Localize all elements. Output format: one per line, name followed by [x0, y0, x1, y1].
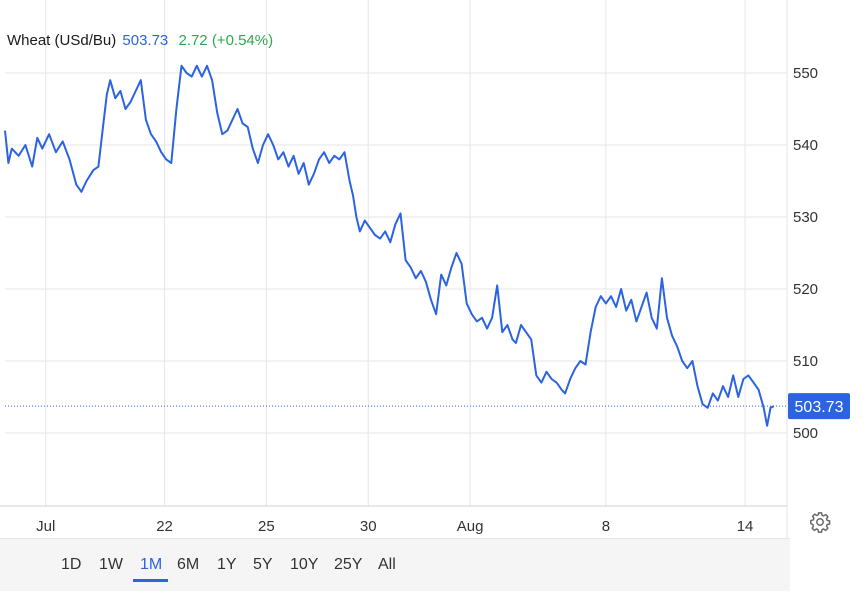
gear-icon[interactable] [809, 511, 831, 533]
y-tick-label: 520 [793, 281, 818, 298]
range-button-1w[interactable]: 1W [99, 556, 123, 573]
range-button-6m[interactable]: 6M [177, 556, 200, 573]
instrument-price: 503.73 [122, 32, 169, 49]
y-tick-label: 500 [793, 425, 818, 442]
last-price-tag-background [788, 393, 850, 420]
x-tick-label: Jul [36, 518, 55, 535]
y-axis: 500 510 520 530 540 550 [793, 65, 818, 442]
x-axis: Jul 22 25 30 Aug 8 14 [36, 518, 753, 535]
last-price-tag: 503.73 [788, 393, 850, 420]
x-tick-label: 14 [737, 518, 754, 535]
range-button-1d[interactable]: 1D [61, 556, 82, 573]
instrument-change: 2.72 (+0.54%) [178, 32, 274, 49]
range-button-5y[interactable]: 5Y [253, 556, 273, 573]
y-tick-label: 540 [793, 137, 818, 154]
x-tick-label: Aug [457, 518, 484, 535]
range-button-25y[interactable]: 25Y [334, 556, 363, 573]
range-selector: 1D 1W 1M 6M 1Y 5Y 10Y 25Y All [0, 538, 790, 591]
x-tick-label: 25 [258, 518, 275, 535]
range-button-1m[interactable]: 1M [140, 556, 163, 573]
range-button-1y[interactable]: 1Y [217, 556, 237, 573]
instrument-name: Wheat (USd/Bu) [7, 32, 117, 49]
x-tick-label: 30 [360, 518, 377, 535]
y-tick-label: 510 [793, 353, 818, 370]
range-button-10y[interactable]: 10Y [290, 556, 319, 573]
instrument-header: Wheat (USd/Bu) 503.73 2.72 (+0.54%) [7, 32, 273, 49]
chart-grid [0, 0, 788, 538]
active-range-underline [133, 579, 168, 582]
price-series-line [4, 64, 775, 427]
y-tick-label: 530 [793, 209, 818, 226]
last-price-tag-label: 503.73 [795, 399, 844, 416]
price-chart[interactable]: Jul 22 25 30 Aug 8 14 500 510 520 530 540 550 503.7… [0, 0, 867, 540]
range-button-all[interactable]: All [378, 556, 396, 573]
y-tick-label: 550 [793, 65, 818, 82]
x-tick-label: 22 [156, 518, 173, 535]
x-tick-label: 8 [602, 518, 610, 535]
